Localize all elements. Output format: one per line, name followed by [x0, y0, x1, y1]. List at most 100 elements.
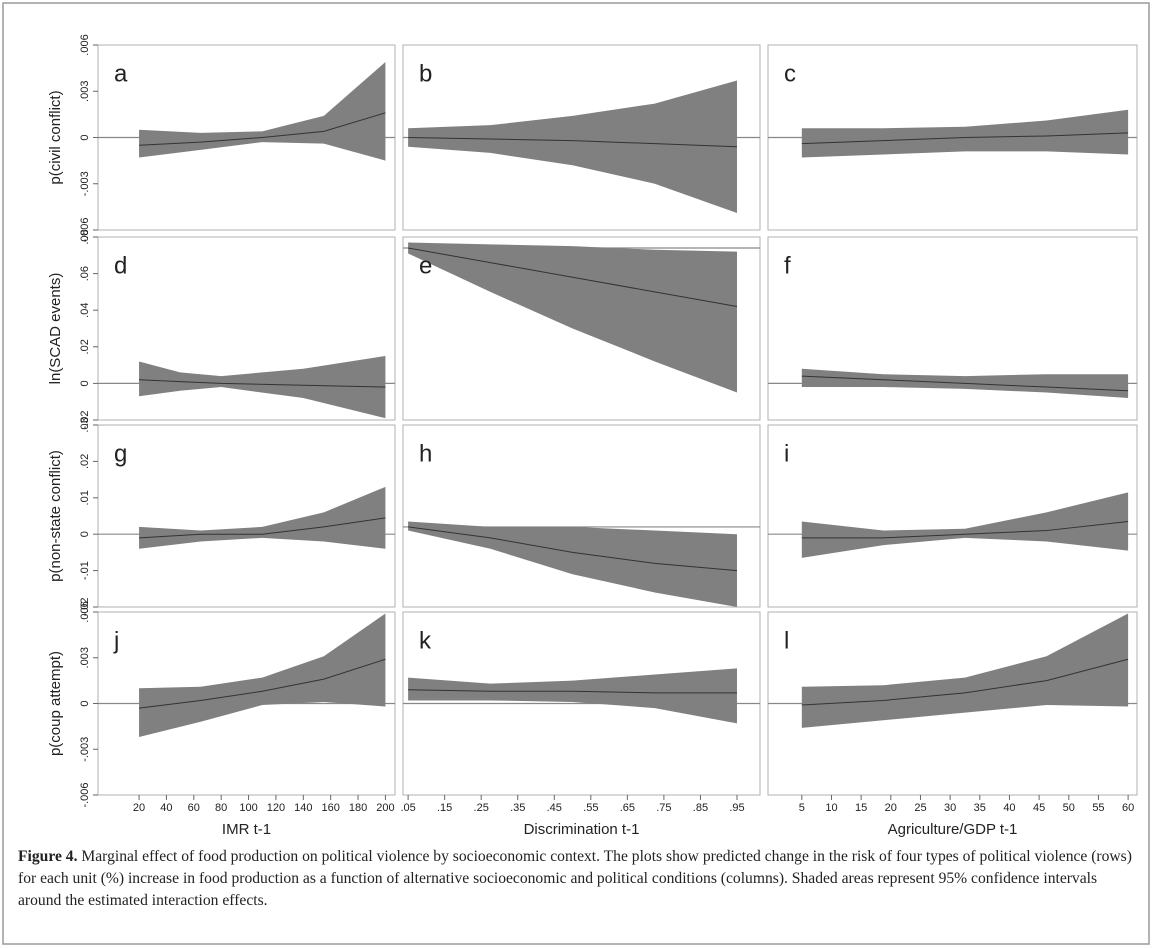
confidence-band [801, 109, 1129, 158]
y-tick-label: 0 [79, 700, 91, 706]
y-axis-title: ln(SCAD events) [47, 273, 64, 385]
panel-letter: a [114, 60, 128, 87]
effect-line [139, 379, 386, 388]
x-tick-label: 160 [321, 802, 339, 814]
y-tick-label: .003 [79, 81, 91, 102]
x-tick-label: 80 [215, 802, 227, 814]
confidence-band [139, 486, 386, 549]
confidence-band [801, 613, 1129, 728]
x-tick-label: 40 [1003, 802, 1015, 814]
y-axis-title: p(civil conflict) [47, 90, 64, 184]
x-tick-label: .45 [547, 802, 562, 814]
panel-letter: b [419, 60, 432, 87]
x-tick-label: .85 [693, 802, 708, 814]
confidence-band [408, 242, 737, 393]
effect-line [408, 247, 738, 308]
x-tick-label: 25 [914, 802, 926, 814]
y-tick-label: .06 [79, 266, 91, 281]
effect-line [139, 112, 386, 146]
confidence-band [139, 355, 386, 419]
x-tick-label: .55 [583, 802, 598, 814]
confidence-band [408, 668, 737, 724]
effect-line [408, 689, 737, 694]
effect-line [138, 658, 386, 709]
y-tick-label: -.003 [79, 737, 91, 762]
y-tick-label: -.006 [79, 217, 91, 242]
x-tick-label: .35 [510, 802, 525, 814]
confidence-band [408, 521, 737, 607]
y-tick-label: .02 [79, 339, 91, 354]
y-tick-label: .03 [79, 417, 91, 432]
caption: Figure 4. Marginal effect of food produc… [18, 846, 1136, 912]
y-tick-label: .02 [79, 454, 91, 469]
x-tick-label: 200 [376, 802, 394, 814]
panel-letter: f [784, 252, 791, 279]
y-tick-label: 0 [79, 134, 91, 140]
confidence-band [139, 613, 386, 738]
caption-text: Marginal effect of food production on po… [18, 848, 1132, 909]
effect-line [139, 517, 386, 539]
x-tick-label: 40 [160, 802, 172, 814]
confidence-band [139, 61, 386, 161]
effect-line [801, 520, 1129, 539]
y-tick-label: 0 [79, 531, 91, 537]
effect-line [801, 375, 1129, 392]
effect-line [408, 526, 738, 572]
y-tick-label: -.006 [79, 782, 91, 807]
x-tick-label: .95 [729, 802, 744, 814]
x-axis-title: Discrimination t-1 [524, 821, 640, 838]
panel-letter: k [419, 627, 432, 654]
x-tick-label: 20 [885, 802, 897, 814]
x-tick-label: .25 [474, 802, 489, 814]
x-tick-label: 140 [294, 802, 312, 814]
x-axis-title: Agriculture/GDP t-1 [888, 821, 1018, 838]
x-tick-label: 5 [799, 802, 805, 814]
confidence-band [801, 492, 1129, 558]
x-tick-label: 50 [1063, 802, 1075, 814]
x-axis-title: IMR t-1 [222, 821, 271, 838]
panel-letter: d [114, 252, 127, 279]
caption-label: Figure 4. [18, 848, 78, 865]
y-tick-label: -.003 [79, 171, 91, 196]
x-tick-label: 120 [267, 802, 285, 814]
panel-letter: i [784, 440, 789, 467]
y-tick-label: 0 [79, 380, 91, 386]
x-tick-label: .15 [437, 802, 452, 814]
effect-line [408, 137, 737, 148]
x-tick-label: 100 [239, 802, 257, 814]
x-tick-label: 60 [188, 802, 200, 814]
x-tick-label: .65 [620, 802, 635, 814]
x-tick-label: 20 [133, 802, 145, 814]
effect-line [801, 132, 1129, 145]
confidence-band [408, 80, 737, 214]
y-tick-label: .08 [79, 229, 91, 244]
x-tick-label: 10 [825, 802, 837, 814]
x-tick-label: 60 [1122, 802, 1134, 814]
y-tick-label: .01 [79, 490, 91, 505]
panel-letter: e [419, 252, 432, 279]
x-tick-label: .75 [656, 802, 671, 814]
y-tick-label: .04 [79, 303, 91, 318]
y-tick-label: -.01 [79, 561, 91, 580]
y-tick-label: -.02 [79, 411, 91, 430]
x-tick-label: 55 [1092, 802, 1104, 814]
panel-letter: g [114, 440, 127, 467]
panel-letter: l [784, 627, 789, 654]
panel-letter: c [784, 60, 796, 87]
x-tick-label: 15 [855, 802, 867, 814]
y-axis-title: p(coup attempt) [47, 651, 64, 756]
effect-line [801, 658, 1129, 706]
x-tick-label: 45 [1033, 802, 1045, 814]
x-tick-label: .05 [400, 802, 415, 814]
x-tick-label: 35 [974, 802, 986, 814]
panel-letter: j [113, 627, 119, 654]
y-tick-label: .006 [79, 34, 91, 55]
x-tick-label: 180 [349, 802, 367, 814]
x-tick-label: 30 [944, 802, 956, 814]
y-axis-title: p(non-state conflict) [47, 450, 64, 582]
y-tick-label: .003 [79, 647, 91, 668]
y-tick-label: -.02 [79, 598, 91, 617]
